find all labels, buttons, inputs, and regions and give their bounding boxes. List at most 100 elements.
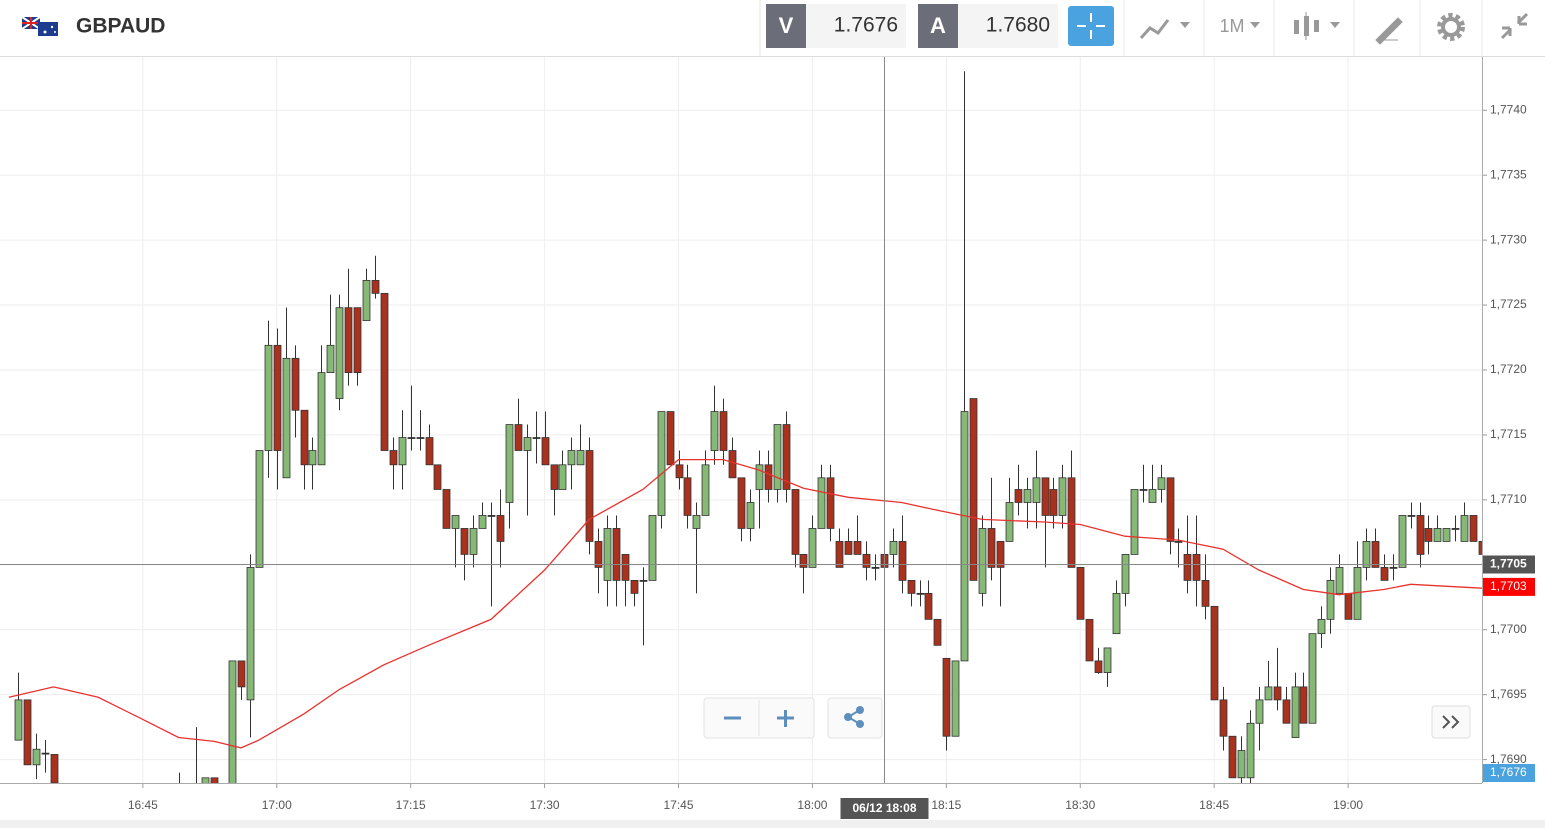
candle-type-button[interactable] [1294, 12, 1340, 40]
y-tick-label: 1,7730 [1490, 232, 1527, 246]
candle-body [844, 541, 853, 555]
candle-body [1157, 477, 1166, 490]
candle-body [460, 528, 469, 555]
candle-body [505, 424, 514, 503]
candle-body [389, 450, 398, 466]
candle-body [407, 437, 416, 439]
candle-body [630, 579, 639, 594]
candle-body [648, 515, 657, 581]
candle-body [317, 372, 326, 466]
price-marker-label: 1,7676 [1490, 765, 1527, 779]
candle-body [594, 541, 603, 568]
candle-body [1076, 567, 1085, 620]
y-tick-label: 1,7695 [1490, 687, 1527, 701]
candle-body [487, 515, 496, 517]
bottom-strip [0, 820, 1545, 828]
y-tick-label: 1,7700 [1490, 622, 1527, 636]
candle-body [924, 592, 933, 620]
candle-body [1344, 592, 1353, 620]
candle-body [853, 541, 862, 555]
candle-body [746, 502, 755, 529]
timeframe[interactable]: 1M [1219, 16, 1244, 36]
candle-body [433, 464, 442, 490]
candle-body [41, 752, 50, 755]
ask-price: 1.7680 [986, 14, 1050, 37]
candle-body [228, 660, 237, 783]
crosshair-icon [1077, 13, 1105, 39]
candle-body [862, 554, 871, 568]
y-tick-label: 1,7725 [1490, 297, 1527, 311]
flag-icon [21, 16, 58, 36]
settings-button[interactable] [1437, 13, 1465, 41]
candle-body [683, 477, 692, 516]
y-tick-label: 1,7740 [1490, 102, 1527, 116]
candle-body [1023, 489, 1032, 503]
candle-body [308, 450, 317, 466]
candle-body [808, 528, 817, 568]
x-tick-label: 19:00 [1333, 798, 1363, 812]
plot-grid: 1,7690 1,7695 1,7700 1,7705 1,7710 1,7715 1,77… [0, 57, 1527, 812]
chart-type-button[interactable] [1139, 19, 1190, 40]
candle-body [1192, 554, 1201, 581]
candle-body [1326, 579, 1335, 620]
x-tick-label: 17:00 [262, 798, 292, 812]
ask-button[interactable] [918, 4, 958, 48]
y-tick-label: 1,7720 [1490, 362, 1527, 376]
candle-body [442, 489, 451, 529]
candle-body [1407, 515, 1416, 517]
candle-body [835, 541, 844, 568]
candle-body [603, 528, 612, 581]
candle-body [1442, 528, 1451, 542]
candle-body [755, 464, 764, 490]
share-button[interactable] [827, 697, 883, 739]
collapse-button[interactable] [1500, 12, 1529, 40]
candle-body [541, 437, 550, 466]
candle-body [532, 437, 541, 439]
candle-body [782, 424, 791, 490]
candle-body [210, 777, 219, 783]
bid-label: V [779, 13, 794, 38]
zoom-in[interactable] [777, 710, 794, 727]
crosshair-y-label: 1,7705 [1490, 557, 1527, 571]
candle-body [362, 279, 371, 322]
candle-body [657, 411, 666, 516]
candle-body [398, 437, 407, 466]
candle-body [282, 357, 291, 479]
candle-body [1362, 541, 1371, 568]
x-tick-label: 18:00 [797, 798, 827, 812]
candle-body [675, 464, 684, 479]
candle-body [558, 464, 567, 490]
scroll-right-button[interactable] [1431, 705, 1471, 739]
candle-body [1308, 633, 1317, 724]
candle-body [496, 515, 505, 542]
candle-body [1273, 686, 1282, 701]
candle-body [1130, 489, 1139, 555]
candle-body [773, 424, 782, 490]
candle-body [996, 541, 1005, 568]
candle-body [14, 699, 23, 741]
candle-body [326, 344, 335, 373]
candle-body [246, 567, 255, 701]
x-tick-label: 18:45 [1199, 798, 1229, 812]
candle-body [1398, 515, 1407, 568]
candle-body [478, 515, 487, 529]
candle-body [1174, 541, 1183, 543]
candle-body [1139, 489, 1148, 491]
candle-body [1005, 502, 1014, 542]
candle-body [32, 748, 41, 766]
candle-body [737, 477, 746, 529]
candle-body [550, 464, 559, 490]
candle-body [416, 437, 425, 439]
candle-body [826, 477, 835, 529]
drawing-tools-button[interactable] [1375, 17, 1403, 45]
candle-body [1148, 489, 1157, 503]
candle-body [1219, 699, 1228, 737]
crosshair-button[interactable] [1068, 6, 1114, 46]
bid-button[interactable] [766, 4, 806, 48]
candle-body [916, 592, 925, 595]
candle-body [817, 477, 826, 529]
candle-body [1085, 618, 1094, 662]
candle-body [1049, 489, 1058, 516]
candle-body [1201, 579, 1210, 607]
